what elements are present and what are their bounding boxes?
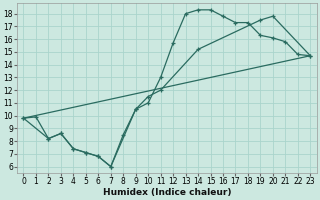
X-axis label: Humidex (Indice chaleur): Humidex (Indice chaleur) [103,188,231,197]
